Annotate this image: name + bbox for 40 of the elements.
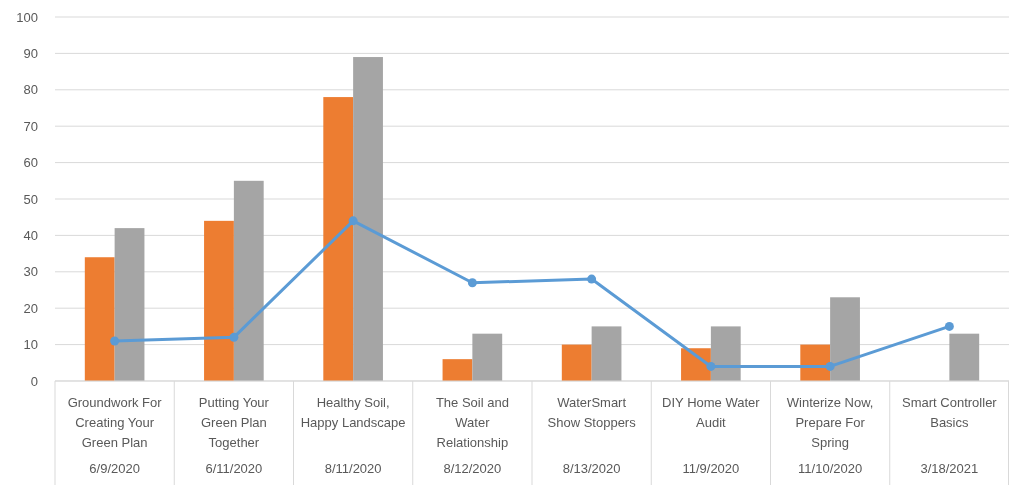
point [110,336,120,346]
bar [114,228,145,381]
bar [353,57,383,381]
y-tick-label: 0 [30,373,38,389]
bar [591,326,622,381]
category-label: WaterSmart Show Stoppers 8/13/2020 [547,395,636,476]
y-tick-label: 90 [23,45,38,61]
bar [204,220,234,381]
point [944,321,954,331]
category-label: DIY Home Water Audit 11/9/2020 [662,395,760,476]
point [229,332,239,342]
bar [472,333,503,381]
x-tick-label: Groundwork For Creating Your Green Plan 6/9/2020 [67,395,163,476]
point [706,361,716,371]
y-tick-label: 50 [23,191,38,207]
y-tick-label: 100 [16,9,38,25]
bar [561,344,592,381]
bar [830,297,860,381]
point [348,216,358,226]
y-tick-label: 10 [23,337,38,353]
bar [710,326,741,381]
bar [442,359,473,381]
category-label: Healthy Soil, Happy Landscape 8/11/2020 [300,395,406,476]
x-tick-label: Winterize Now, Prepare For Spring 11/10/2020 [786,395,874,476]
y-tick-label: 60 [23,155,38,171]
point [587,274,597,284]
y-tick-label: 70 [23,118,38,134]
category-label: Smart Controller Basics 3/18/2021 [902,395,997,476]
x-tick-label: Putting Your Green Plan Together 6/11/2020 [198,395,270,476]
y-tick-label: 40 [23,227,38,243]
bar [949,333,980,381]
point [825,361,835,371]
x-tick-label: The Soil and Water Relationship 8/12/2020 [435,395,509,476]
y-tick-label: 30 [23,264,38,280]
bar [233,180,264,381]
y-tick-label: 80 [23,82,38,98]
y-tick-label: 20 [23,300,38,316]
point [467,278,477,288]
bar [84,257,115,381]
bar [323,97,354,381]
